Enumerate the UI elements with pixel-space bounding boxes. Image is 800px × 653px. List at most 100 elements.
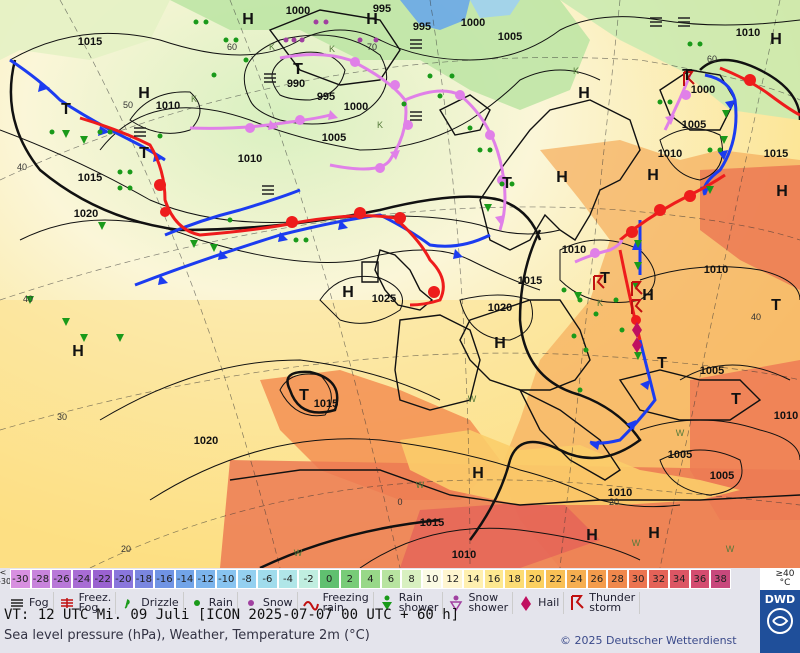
ice-area: [400, 0, 470, 30]
legend-thunderstorm: Thunder storm: [564, 591, 641, 614]
legend-hail: Hail: [513, 592, 565, 614]
temperature-scale-cell: -14: [174, 569, 196, 589]
isobar-label: 1005: [322, 132, 346, 144]
logo-text: DWD: [764, 593, 796, 606]
freezing-fog-icon: [58, 594, 76, 612]
air-mass-label: K: [269, 42, 275, 52]
air-mass-label: W: [676, 428, 685, 438]
latitude-label: 20: [609, 497, 619, 507]
high-pressure-center: H: [642, 287, 654, 304]
valid-time: VT: 12 UTC Mi. 09 Juli [ICON 2025-07-07 …: [4, 607, 460, 623]
occlusion-marks: [245, 57, 691, 258]
weather-map: 1015 1000 995 1000 1005 1010 990 995 1000 995 1010…: [0, 0, 800, 568]
air-mass-label: W: [416, 480, 425, 490]
legend-label: Drizzle: [141, 596, 179, 609]
temperature-scale-cell: -22: [92, 569, 113, 589]
high-pressure-center: H: [556, 169, 568, 186]
isobar-label: 1010: [562, 244, 586, 256]
freezing-rain-icon: [302, 594, 320, 612]
temperature-scale-cell: 8: [401, 569, 422, 589]
isobar-label: 1015: [78, 36, 102, 48]
temperature-scale-cell: 20: [524, 569, 546, 589]
temperature-scale-cell: 32: [648, 569, 669, 589]
temperature-scale-cell: 2: [339, 569, 361, 589]
temperature-scale-cell: 4: [360, 569, 381, 589]
isobar-label: 1010: [156, 100, 180, 112]
low-pressure-center: T: [293, 61, 303, 78]
isobar-label: 1025: [372, 293, 396, 305]
isobar-label: 1010: [704, 264, 728, 276]
low-pressure-center: T: [600, 270, 610, 287]
isobar-label: 1010: [736, 27, 760, 39]
temperature-scale-cell: -4: [277, 569, 299, 589]
temperature-scale-cell: 30: [627, 569, 649, 589]
isobar-label: 1005: [498, 31, 522, 43]
temperature-scale-cell: 10: [421, 569, 443, 589]
temperature-scale-cell: 38: [710, 569, 731, 589]
legend-freezing-fog: Freez. Fog: [54, 592, 117, 614]
legend-label: Hail: [538, 596, 560, 609]
legend-label: Freez. Fog: [78, 591, 112, 614]
high-pressure-center: H: [586, 527, 598, 544]
low-pressure-center: T: [731, 391, 741, 408]
fog-symbols: [134, 17, 690, 195]
isobar-label: 990: [287, 78, 305, 90]
high-pressure-center: H: [494, 335, 506, 352]
temperature-scale-cell: 28: [607, 569, 628, 589]
legend-fog: Fog: [4, 592, 54, 614]
temperature-scale-cell: -20: [112, 569, 134, 589]
pressure-centers: H H T T H T H H T H H T H T H H T H T H T T H H H: [61, 11, 788, 544]
temperature-scale-cell: -6: [257, 569, 278, 589]
legend-label: Rain: [208, 596, 233, 609]
latitude-label: 40: [751, 312, 761, 322]
isobar-label: 1005: [682, 119, 706, 131]
low-pressure-center: T: [682, 67, 692, 84]
scale-high-end: ≥40 °C: [770, 570, 800, 590]
high-pressure-center: H: [770, 31, 782, 48]
latitude-label: 20: [121, 544, 131, 554]
temperature-scale-cell: 6: [380, 569, 402, 589]
isobar-label: 995: [373, 3, 391, 15]
temperature-scale-cell: 14: [463, 569, 484, 589]
latitude-label: 60: [227, 42, 237, 52]
high-pressure-center: H: [366, 11, 378, 28]
latitude-label: 0: [397, 497, 402, 507]
air-mass-label: W: [632, 538, 641, 548]
cold-fronts: [9, 58, 738, 445]
legend-label: Rain shower: [398, 591, 439, 614]
legend-label: Snow shower: [468, 591, 509, 614]
isobar-label: 1015: [518, 275, 542, 287]
temperature-scale-cell: 0: [318, 569, 340, 589]
rain-shower-symbols: [26, 110, 730, 360]
map-subtitle: Sea level pressure (hPa), Weather, Tempe…: [4, 628, 370, 643]
isobar-label: 1010: [774, 410, 798, 422]
legend-label: Freezing rain: [322, 591, 369, 614]
temperature-scale-cell: -26: [51, 569, 72, 589]
fog-icon: [8, 594, 26, 612]
temperature-scale-cell: 26: [586, 569, 608, 589]
legend-snow: Snow: [238, 592, 298, 614]
low-pressure-center: T: [61, 101, 71, 118]
high-pressure-center: H: [578, 85, 590, 102]
air-mass-label: K: [597, 298, 603, 308]
isobar-label: 1000: [286, 5, 310, 17]
latitude-label: 70: [367, 42, 377, 52]
isobar-label: 1020: [488, 302, 512, 314]
isobar-label: 1020: [194, 435, 218, 447]
legend-label: Snow: [262, 596, 293, 609]
drizzle-icon: [120, 594, 138, 612]
copyright: © 2025 Deutscher Wetterdienst: [560, 634, 737, 647]
weather-legend: Fog Freez. Fog Drizzle Rain Snow Freezing rai…: [4, 591, 641, 614]
temperature-scale-cell: -18: [133, 569, 155, 589]
legend-label: Thunder storm: [589, 591, 636, 614]
legend-rain: Rain: [184, 592, 238, 614]
isobar-label: 995: [413, 21, 431, 33]
temperature-scale-cell: 12: [442, 569, 464, 589]
cold-front-teeth: [38, 82, 735, 450]
air-mass-label: W: [294, 548, 303, 558]
isobars: [0, 16, 800, 568]
scale-unit: °C: [779, 578, 791, 588]
air-mass-label: W: [468, 394, 477, 404]
temperature-scale-cell: -24: [71, 569, 93, 589]
legend-label: Fog: [29, 596, 49, 609]
